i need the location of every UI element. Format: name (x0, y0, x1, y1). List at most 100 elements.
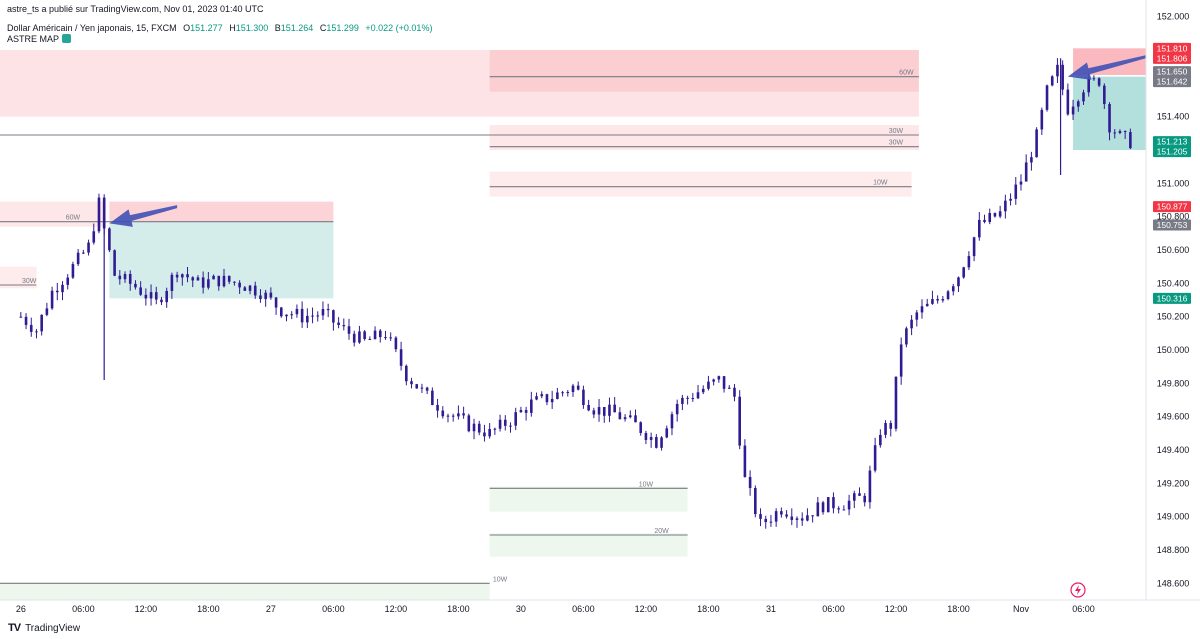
price-tick-label: 149.600 (1157, 412, 1190, 422)
candle-body (264, 292, 267, 300)
time-tick-label: 06:00 (72, 604, 95, 614)
candle-body (415, 384, 419, 389)
candle-body (837, 508, 840, 510)
candle-body (925, 303, 929, 307)
candle-body (139, 287, 142, 295)
candle-body (821, 502, 825, 513)
candle-body (655, 437, 658, 448)
candle-body (826, 497, 830, 513)
candle-body (441, 410, 445, 417)
symbol-name[interactable]: Dollar Américain / Yen japonais, 15, FXC… (7, 23, 177, 33)
candle-body (97, 197, 101, 232)
candle-body (431, 390, 434, 405)
candle-body (561, 392, 564, 394)
time-tick-label: 18:00 (947, 604, 970, 614)
candle-body (113, 250, 116, 276)
price-tag (1153, 42, 1191, 54)
candle-body (253, 285, 257, 296)
candle-body (899, 344, 903, 377)
candle-body (66, 277, 70, 285)
candle-body (550, 398, 554, 403)
candle-body (571, 385, 575, 393)
candle-body (1097, 78, 1101, 86)
indicator-settings-icon[interactable] (62, 34, 72, 43)
candle-body (1040, 109, 1044, 130)
candle-body (405, 365, 408, 382)
candle-body (832, 497, 835, 509)
candle-body (681, 397, 684, 404)
price-tag (1153, 66, 1191, 78)
candle-body (535, 396, 538, 400)
ohlc-low: B151.264 (274, 23, 314, 33)
time-tick-label: 06:00 (572, 604, 595, 614)
candle-body (660, 437, 663, 448)
price-tag (1153, 201, 1191, 213)
candle-body (493, 428, 497, 430)
time-tick-label: 12:00 (135, 604, 158, 614)
candle-body (873, 445, 877, 471)
time-tick-label: 31 (766, 604, 776, 614)
candle-body (519, 410, 523, 413)
candle-body (868, 470, 872, 503)
candle-body (279, 307, 283, 317)
candle-body (1045, 85, 1049, 110)
candle-body (556, 392, 559, 399)
time-tick-label: 18:00 (697, 604, 720, 614)
time-axis[interactable]: 26 06:00 12:00 18:00 27 06:00 12:00 18:00 30 06:0… (16, 604, 1095, 614)
arrows-layer (109, 55, 1146, 227)
candle-body (1076, 101, 1080, 107)
candle-body (446, 415, 450, 417)
footer-brand[interactable]: TradingView (25, 622, 81, 634)
candle-body (154, 292, 158, 300)
time-tick-label: 18:00 (447, 604, 470, 614)
candle-body (300, 308, 304, 323)
indicator-legend[interactable]: ASTRE MAP (7, 34, 72, 44)
candle-body (852, 493, 856, 501)
candle-body (363, 331, 366, 340)
candle-body (514, 412, 517, 426)
time-tick-label: Nov (1013, 604, 1030, 614)
candle-body (905, 328, 908, 345)
candle-body (1118, 131, 1122, 133)
candle-body (613, 404, 616, 413)
candle-body (946, 291, 950, 300)
candle-body (972, 237, 976, 257)
price-tag-label: 151.650 (1157, 67, 1188, 77)
tradingview-logo-icon[interactable]: TV (8, 622, 21, 634)
candle-body (1035, 129, 1038, 158)
candle-body (696, 392, 700, 399)
candle-body (540, 394, 544, 397)
supply-zone (489, 50, 919, 92)
candle-body (311, 315, 314, 317)
supply-zone (489, 125, 919, 150)
candle-body (259, 295, 262, 300)
candle-body (910, 319, 913, 329)
candle-body (618, 412, 622, 420)
supply-zone (0, 201, 105, 227)
lightning-icon[interactable] (1070, 582, 1086, 598)
candle-body (248, 285, 252, 291)
price-tick-label: 149.800 (1157, 378, 1190, 388)
time-tick-label: 18:00 (197, 604, 220, 614)
candle-body (582, 389, 585, 405)
candle-body (201, 277, 205, 288)
candle-body (389, 337, 392, 339)
level-label: 30W (22, 278, 37, 285)
time-tick-label: 06:00 (1072, 604, 1095, 614)
price-tag (1153, 292, 1191, 304)
candle-body (649, 437, 653, 440)
candle-body (1019, 181, 1023, 185)
candle-body (467, 415, 471, 432)
candle-body (665, 428, 669, 438)
candle-body (35, 331, 38, 333)
candle-body (748, 476, 752, 489)
candle-body (639, 422, 643, 433)
candle-body (50, 290, 54, 309)
candle-body (764, 518, 768, 523)
candle-body (243, 287, 247, 291)
candle-body (592, 410, 596, 415)
candle-body (780, 511, 783, 515)
candle-body (978, 219, 981, 238)
candle-body (24, 316, 28, 325)
